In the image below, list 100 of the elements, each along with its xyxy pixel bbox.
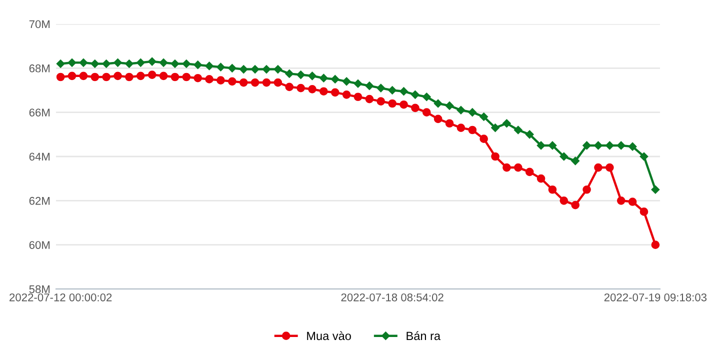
point — [274, 65, 282, 74]
point — [422, 92, 431, 102]
y-tick-label: 58M — [29, 285, 50, 294]
point — [216, 62, 225, 72]
point — [320, 74, 328, 82]
point — [56, 72, 65, 82]
point — [136, 72, 145, 80]
point — [228, 64, 236, 72]
point — [194, 74, 202, 82]
point — [330, 75, 340, 84]
point — [285, 82, 294, 92]
point — [365, 82, 374, 90]
point — [594, 141, 602, 150]
point — [296, 70, 305, 79]
point — [400, 100, 408, 109]
point — [90, 72, 100, 82]
point — [536, 174, 546, 183]
point — [342, 90, 351, 99]
point — [445, 119, 454, 128]
point — [136, 58, 145, 67]
point — [296, 84, 305, 92]
point — [651, 185, 660, 194]
point — [354, 79, 362, 88]
point — [640, 152, 648, 161]
point — [216, 76, 225, 84]
point — [125, 60, 134, 68]
point — [342, 77, 351, 86]
point — [239, 78, 248, 87]
point — [239, 65, 248, 74]
point — [582, 141, 591, 150]
point — [159, 58, 168, 67]
point — [194, 60, 202, 69]
point — [651, 240, 660, 249]
point — [548, 185, 557, 194]
x-tick-label: 2022-07-18 08:54:02 — [341, 293, 444, 302]
point — [514, 126, 522, 134]
point — [468, 126, 477, 134]
legend-label: Bán ra — [406, 331, 441, 340]
point — [114, 58, 122, 67]
point — [102, 72, 110, 82]
point — [125, 72, 134, 82]
point — [159, 72, 168, 80]
point — [502, 119, 511, 128]
point — [491, 124, 500, 132]
point — [102, 60, 110, 68]
point — [560, 196, 568, 205]
point — [616, 141, 626, 150]
point — [308, 84, 316, 94]
point — [228, 77, 236, 86]
point — [456, 124, 466, 132]
point — [491, 152, 500, 161]
point — [308, 72, 316, 80]
point — [285, 70, 294, 78]
point — [320, 87, 328, 96]
point — [330, 88, 340, 97]
point — [640, 208, 648, 216]
point — [606, 163, 614, 172]
point — [376, 97, 386, 106]
point — [571, 156, 580, 166]
point — [388, 86, 396, 94]
point — [170, 72, 180, 82]
point — [182, 72, 191, 82]
point — [468, 108, 477, 116]
point — [456, 106, 466, 114]
point — [480, 134, 488, 143]
point — [79, 58, 88, 67]
point — [525, 130, 534, 139]
point — [68, 72, 76, 80]
legend-label: Mua vào — [307, 331, 351, 340]
point — [422, 108, 431, 116]
point — [262, 78, 271, 87]
point — [400, 87, 408, 96]
point — [445, 102, 454, 110]
y-tick-label: 70M — [29, 20, 50, 28]
y-tick-label: 62M — [29, 196, 50, 205]
point — [434, 99, 442, 108]
point — [388, 99, 396, 108]
point — [56, 60, 65, 68]
point — [182, 60, 191, 68]
point — [262, 65, 271, 74]
point — [365, 94, 374, 104]
point — [148, 70, 156, 79]
point — [90, 60, 100, 68]
point — [628, 198, 637, 206]
point — [628, 142, 637, 151]
point — [606, 141, 614, 150]
point — [68, 58, 76, 67]
point — [514, 163, 522, 172]
point — [411, 104, 420, 112]
point — [250, 65, 260, 74]
point — [376, 84, 386, 92]
point — [571, 200, 580, 210]
y-tick-label: 68M — [29, 64, 50, 72]
point — [548, 141, 557, 150]
point — [411, 90, 420, 99]
point — [616, 196, 626, 205]
point — [205, 62, 214, 70]
point — [525, 168, 534, 176]
point — [582, 185, 591, 194]
point — [250, 78, 260, 87]
